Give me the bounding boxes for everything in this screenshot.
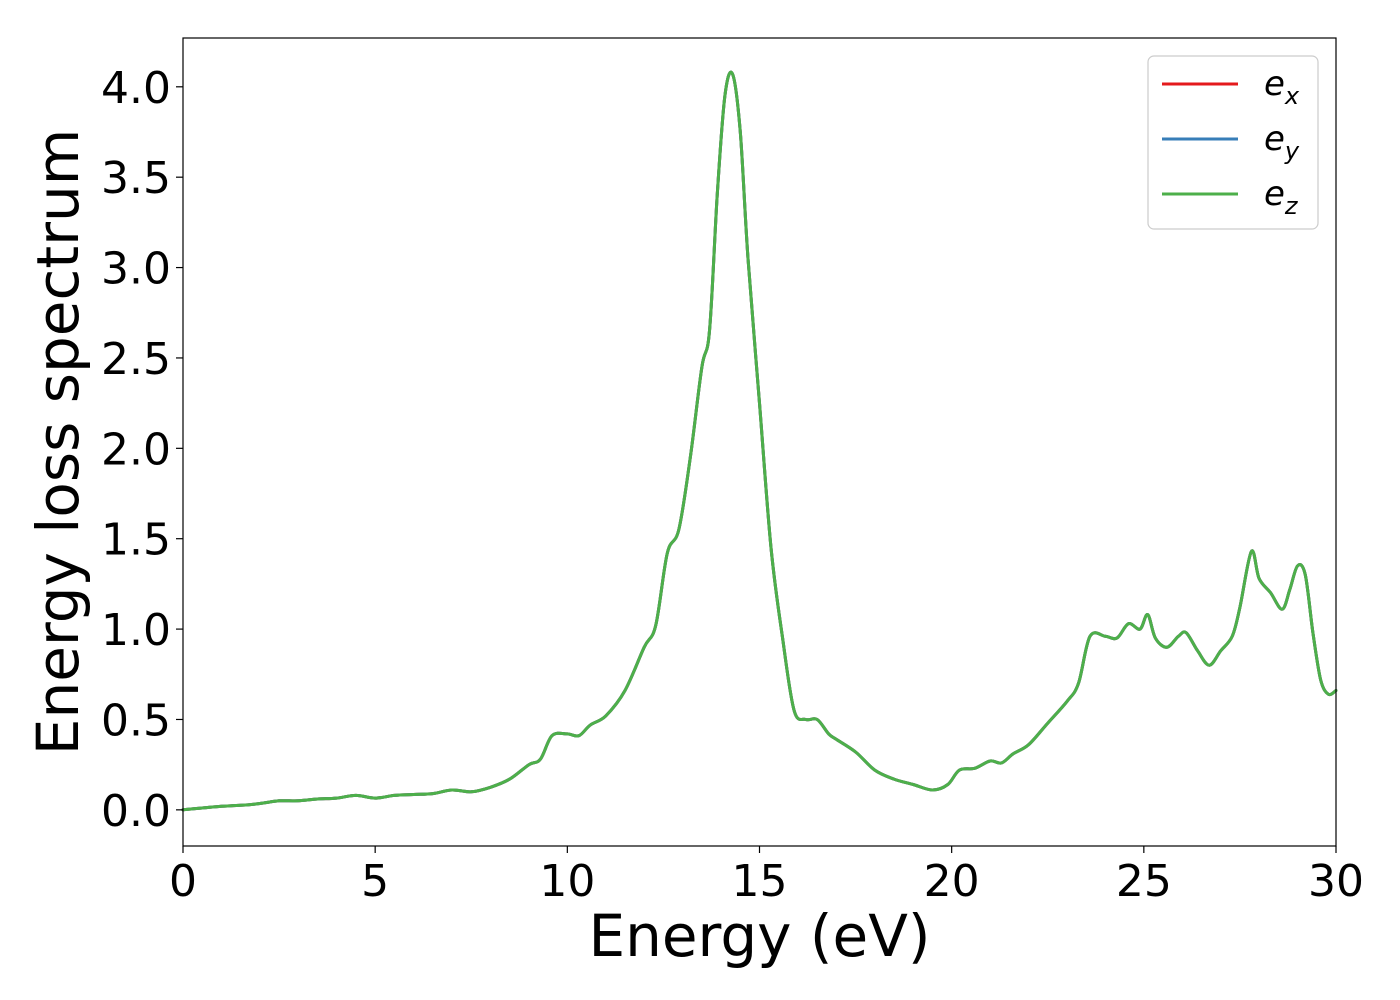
y-tick-label: 1.0 xyxy=(101,605,171,656)
y-tick-label: 1.5 xyxy=(101,515,171,566)
x-tick-label: 25 xyxy=(1116,856,1172,907)
y-axis-title: Energy loss spectrum xyxy=(24,129,92,755)
x-tick-label: 15 xyxy=(732,856,788,907)
x-tick-label: 20 xyxy=(924,856,980,907)
x-tick-label: 30 xyxy=(1308,856,1364,907)
y-tick-label: 2.0 xyxy=(101,424,171,475)
y-axis: 0.0 0.5 1.0 1.5 2.0 2.5 3.0 3.5 4.0 xyxy=(101,63,183,837)
legend-label-base: e xyxy=(1264,174,1285,214)
x-tick-label: 10 xyxy=(539,856,595,907)
legend-label-subscript: y xyxy=(1284,137,1300,165)
legend-label-subscript: x xyxy=(1284,82,1300,110)
legend-label-z: ez xyxy=(1264,174,1299,220)
legend-label-x: ex xyxy=(1264,64,1300,110)
x-tick-label: 0 xyxy=(169,856,197,907)
x-tick-label: 5 xyxy=(361,856,389,907)
legend-box xyxy=(1147,55,1319,230)
legend-label-base: e xyxy=(1264,64,1285,104)
legend-label-subscript: z xyxy=(1284,192,1299,220)
legend-label-base: e xyxy=(1264,119,1285,159)
x-axis-title: Energy (eV) xyxy=(588,902,930,970)
y-tick-label: 2.5 xyxy=(101,334,171,385)
x-axis: 0 5 10 15 20 25 30 xyxy=(169,846,1364,907)
y-tick-label: 0.0 xyxy=(101,786,171,837)
y-tick-label: 0.5 xyxy=(101,695,171,746)
series-layer xyxy=(181,70,1338,812)
y-tick-label: 3.5 xyxy=(101,153,171,204)
legend-label-y: ey xyxy=(1264,119,1300,165)
y-tick-label: 3.0 xyxy=(101,244,171,295)
series-line-z xyxy=(181,70,1338,812)
y-tick-label: 4.0 xyxy=(101,63,171,114)
